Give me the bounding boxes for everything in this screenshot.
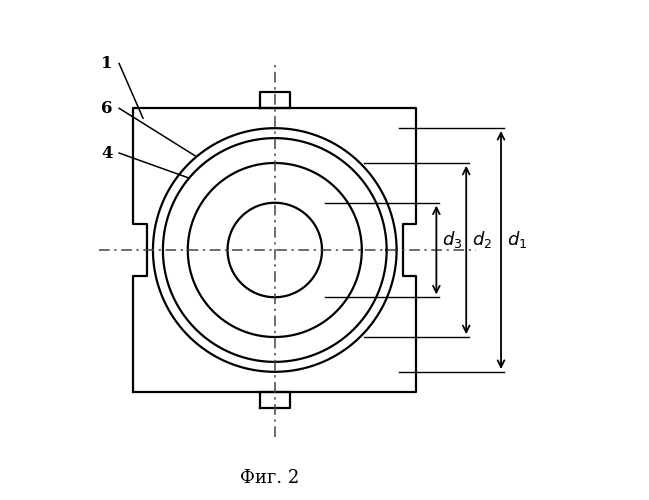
Text: $d_1$: $d_1$ <box>507 228 527 250</box>
Text: 1: 1 <box>101 55 112 72</box>
Text: $d_3$: $d_3$ <box>443 228 463 250</box>
Text: 4: 4 <box>101 144 112 162</box>
Text: $d_2$: $d_2$ <box>472 228 493 250</box>
Text: 6: 6 <box>101 100 112 117</box>
Text: Фиг. 2: Фиг. 2 <box>240 468 299 486</box>
